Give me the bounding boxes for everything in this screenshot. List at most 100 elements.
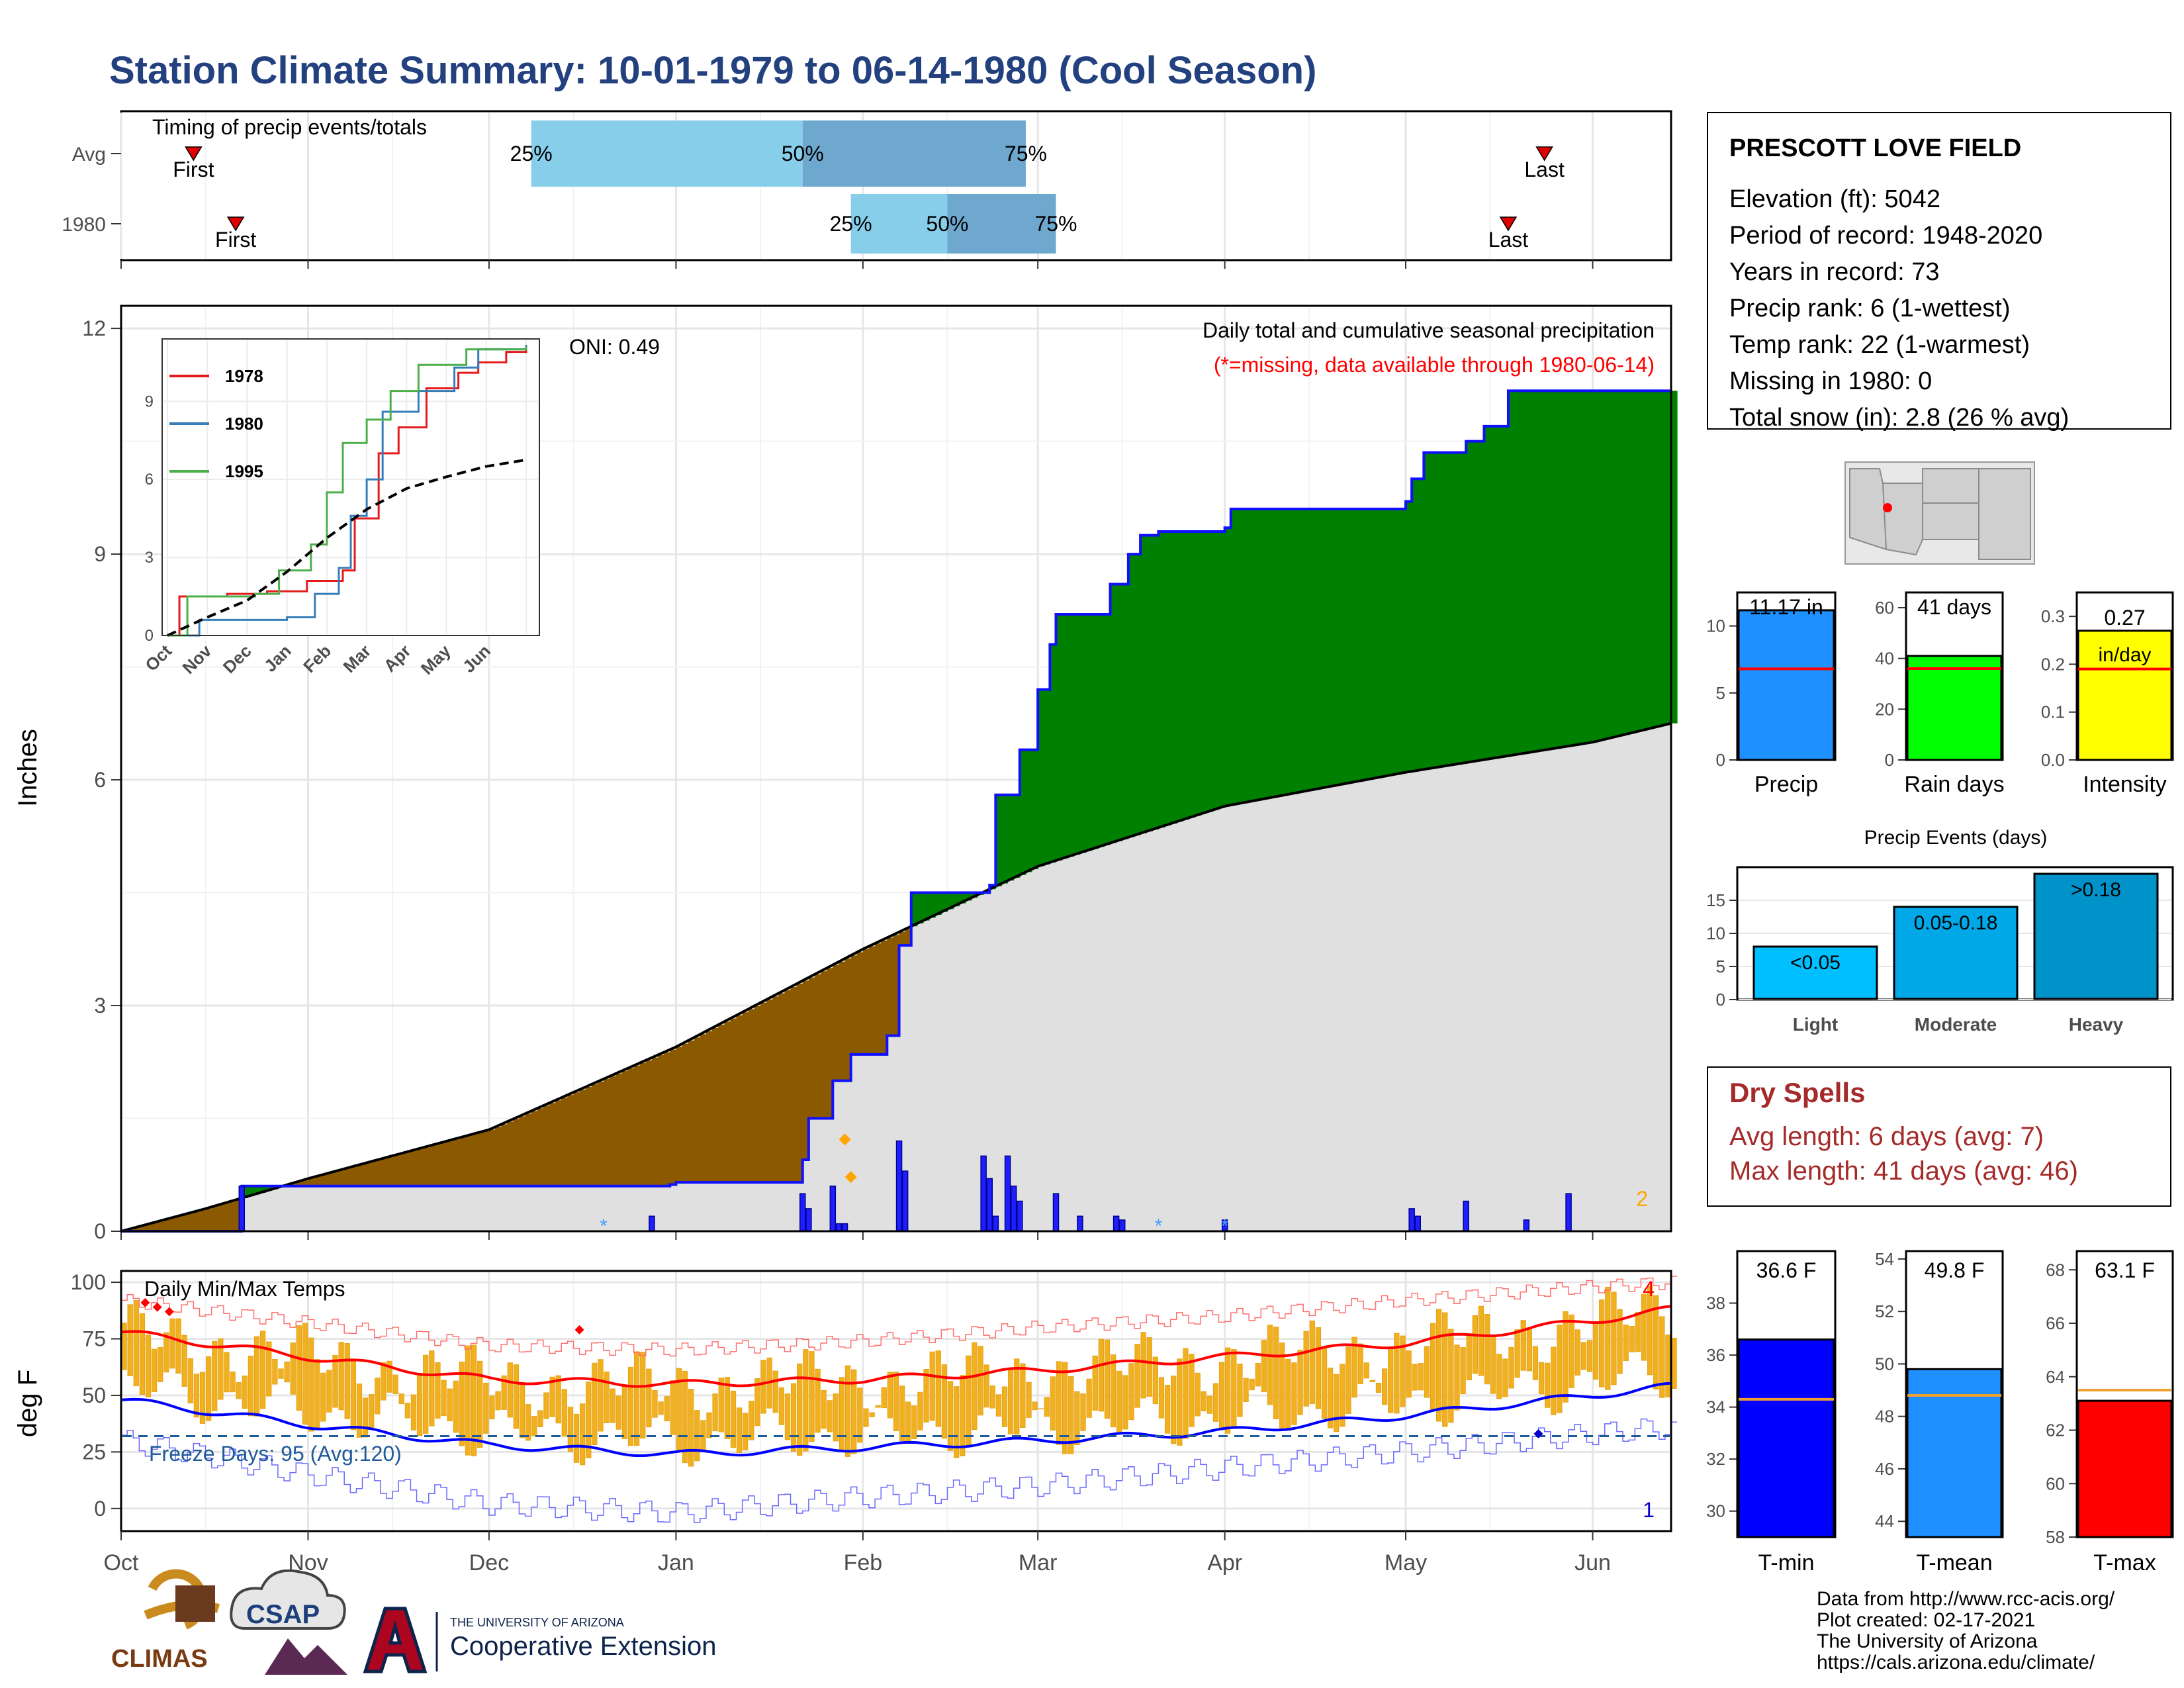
temp-panel-border [120,1270,1672,1532]
dry-spells-avg: Avg length: 6 days (avg: 7) [1729,1122,2044,1151]
climas-block [175,1585,215,1622]
station-name: PRESCOTT LOVE FIELD [1729,134,2021,162]
temp-y-tick-label: 50 [82,1383,106,1407]
freeze-days-label: Freeze Days: 95 (Avg:120) [149,1442,402,1466]
summary-bar-value-label: 11.17 in [1749,595,1823,619]
precip-corner-count: 2 [1636,1187,1648,1211]
daily-precip-bar [1017,1200,1023,1232]
normal-min-line [120,1382,1672,1458]
month-label: Jan [658,1550,694,1575]
summary-bar-value-bar [1906,655,2003,761]
timing-label: Timing of precip events/totals [152,115,427,139]
events-bar-moderate [1893,906,2019,1000]
summary-bar-value-label: 41 days [1917,595,1991,619]
q75-label: 75% [1005,142,1047,165]
daily-precip-bar [1463,1200,1469,1232]
temp-bar-tick-label: 38 [1706,1293,1725,1313]
daily-precip-bar [1010,1186,1017,1232]
daily-precip-bar [805,1208,812,1232]
q50-label: 50% [782,142,824,165]
precip-y-tick-label: 6 [94,768,106,792]
precip-panel-border [120,305,1672,1233]
last-marker-icon [1535,146,1553,162]
daily-precip-bar [1565,1193,1572,1232]
record-high-diamond [164,1307,174,1317]
month-label: Feb [844,1550,883,1575]
station-detail-line: Years in record: 73 [1729,258,1940,286]
station-detail-line: Precip rank: 6 (1-wettest) [1729,295,2010,322]
record-high-diamond [140,1297,150,1307]
summary-bar-value-bar [1737,609,1835,761]
quartile-box-upper [947,194,1056,254]
temp-bar-value-label: 63.1 F [2095,1258,2155,1282]
temp-bar-tick-label: 58 [2046,1527,2065,1547]
daily-precip-bar [980,1155,987,1232]
events-tick-label: 15 [1706,890,1725,910]
daily-precip-bar [649,1215,655,1232]
ua-a-icon [363,1607,428,1673]
temp-bar-tick-label: 66 [2046,1313,2065,1333]
summary-bar-charts: 0 5 10 11.17 in Precip 0 20 40 60 41 days Rain day… [1706,591,2174,797]
record-low-diamond [1533,1429,1543,1439]
precip-y-label: Inches [13,729,42,807]
precip-y-tick-label: 12 [82,316,106,340]
inset-legend-label: 1978 [225,366,263,386]
daily-precip-bars: * * * [238,1133,1572,1237]
timing-rows: Avg 25% 50% 75% First Last 1980 25% 50% 75% First L… [62,120,1594,269]
station-detail-line: Missing in 1980: 0 [1729,367,1932,395]
quartile-box-lower [531,120,803,187]
temp-y-tick-label: 25 [82,1440,106,1464]
precip-y-tick-label: 9 [94,542,106,566]
daily-precip-bar [1408,1208,1415,1232]
temp-y-tick-label: 100 [71,1270,106,1294]
q50-label: 50% [926,212,968,236]
record-high-diamond [152,1302,162,1312]
summary-bar-tick-label: 0.2 [2041,654,2065,674]
temp-bar-tick-label: 44 [1875,1511,1894,1531]
q25-label: 25% [830,212,872,236]
dry-spells-box: Dry Spells Avg length: 6 days (avg: 7) M… [1707,1066,2171,1207]
csap-cloud-icon [230,1569,346,1630]
ua-small-text: THE UNIVERSITY OF ARIZONA [450,1616,624,1629]
precip-areas [120,389,1678,1233]
temp-panel: 0 25 50 75 100 Daily Min/Max Temps Freeze Da… [13,1270,1678,1532]
footer-credit-line: Data from http://www.rcc-acis.org/ [1817,1588,2115,1610]
daily-precip-bar [1113,1215,1120,1232]
footer-credit-line: https://cals.arizona.edu/climate/ [1817,1652,2095,1673]
record-diamond [839,1133,851,1146]
inset-y-tick-label: 6 [145,471,154,489]
station-detail-line: Period of record: 1948-2020 [1729,222,2042,250]
inset-line-average [167,458,527,637]
csap-mountain-icon [265,1638,347,1675]
daily-precip-bar [1052,1193,1060,1232]
events-tick-label: 5 [1716,957,1725,976]
station-detail-line: Elevation (ft): 5042 [1729,185,1940,213]
record-diamond [844,1171,857,1184]
inset-legend-label: 1995 [225,461,263,481]
daily-precip-bar [986,1178,993,1232]
last-marker-label: Last [1524,158,1565,181]
temp-bar-tick-label: 32 [1706,1449,1725,1469]
climas-wordmark: CLIMAS [111,1645,208,1673]
summary-bar-tick-label: 0 [1885,750,1894,770]
temp-bar-tick-label: 52 [1875,1301,1894,1321]
month-label: Jun [1574,1550,1611,1575]
record-high-line [121,1276,1678,1357]
month-label: Dec [469,1550,509,1575]
summary-bar-tick-label: 0 [1716,750,1725,770]
events-bar-light [1752,945,1878,1000]
precip-events-title: Precip Events (days) [1864,827,2048,849]
location-map [1844,461,2035,565]
csap-logo: CSAP [230,1569,347,1675]
missing-note: (*=missing, data available through 1980-… [1214,353,1655,377]
first-marker-icon [226,216,245,232]
precip-y-axis: 0 3 6 9 12 [82,316,1594,1243]
daily-precip-bar [1523,1219,1530,1232]
month-label: Oct [104,1550,139,1575]
events-bar-label: >0.18 [2071,879,2121,901]
precip-events-chart: Precip Events (days) 0 5 10 15 <0.05 Light 0.0… [1706,827,2174,1035]
station-detail-line: Total snow (in): 2.8 (26 % avg) [1729,404,2069,432]
daily-precip-bar [238,1186,246,1232]
precip-caption: Daily total and cumulative seasonal prec… [1203,318,1655,342]
